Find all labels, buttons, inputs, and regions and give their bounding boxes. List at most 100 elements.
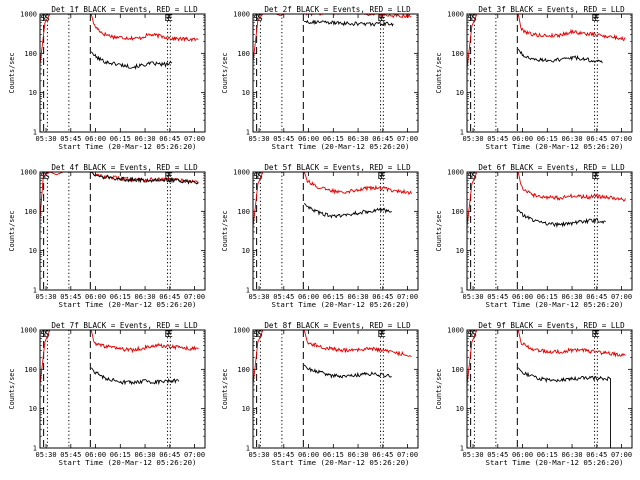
x-tick-label: 05:30 bbox=[463, 451, 484, 459]
x-tick-label: 06:00 bbox=[298, 293, 319, 301]
x-tick-label: 05:45 bbox=[273, 451, 294, 459]
marker-label: E bbox=[165, 330, 170, 340]
marker-label: E bbox=[594, 330, 599, 340]
x-tick-label: 06:15 bbox=[323, 135, 344, 143]
marker-label: E bbox=[167, 330, 172, 340]
x-tick-label: 06:30 bbox=[562, 135, 583, 143]
marker-label: S bbox=[471, 14, 476, 24]
x-tick-label: 05:30 bbox=[36, 135, 57, 143]
x-tick-label: 06:45 bbox=[372, 451, 393, 459]
chart-panel: Det 4f BLACK = Events, RED = LLD 1 10 100 10… bbox=[8, 163, 206, 309]
lld-series-line bbox=[253, 172, 412, 228]
marker-label: S bbox=[44, 330, 49, 340]
marker-label: S bbox=[257, 330, 262, 340]
chart-panel: Det 5f BLACK = Events, RED = LLD 1 10 100 10… bbox=[221, 163, 419, 309]
x-tick-label: 06:45 bbox=[372, 135, 393, 143]
marker-label: S bbox=[41, 330, 46, 340]
y-tick-label: 100 bbox=[451, 366, 464, 374]
events-series-line bbox=[303, 364, 392, 379]
events-series-line bbox=[304, 19, 394, 27]
marker-label: S bbox=[254, 330, 259, 340]
x-tick-label: 06:45 bbox=[159, 451, 180, 459]
panel-title: Det 4f BLACK = Events, RED = LLD bbox=[51, 163, 198, 172]
x-tick-label: 05:30 bbox=[249, 135, 270, 143]
events-series-line bbox=[90, 367, 180, 386]
marker-label: S bbox=[471, 172, 476, 182]
x-tick-label: 06:45 bbox=[586, 451, 607, 459]
y-axis-label: Counts/sec bbox=[221, 369, 229, 410]
y-axis-label: Counts/sec bbox=[435, 53, 443, 94]
x-tick-label: 06:15 bbox=[537, 451, 558, 459]
y-tick-label: 10 bbox=[456, 247, 464, 255]
marker-label: S bbox=[44, 172, 49, 182]
y-tick-label: 10 bbox=[29, 89, 37, 97]
marker-label: S bbox=[257, 172, 262, 182]
x-tick-label: 06:00 bbox=[512, 451, 533, 459]
x-tick-label: 07:00 bbox=[184, 135, 205, 143]
x-axis-label: Start Time (20-Mar-12 05:26:20) bbox=[272, 300, 410, 309]
chart-panel: Det 2f BLACK = Events, RED = LLD 1 10 100 10… bbox=[221, 5, 419, 151]
lld-series-line bbox=[253, 14, 412, 63]
events-series-line bbox=[90, 172, 199, 185]
x-axis-label: Start Time (20-Mar-12 05:26:20) bbox=[486, 300, 624, 309]
y-axis-label: Counts/sec bbox=[435, 211, 443, 252]
x-tick-label: 05:30 bbox=[463, 293, 484, 301]
x-tick-label: 07:00 bbox=[397, 451, 418, 459]
y-tick-label: 1 bbox=[246, 445, 250, 453]
x-tick-label: 05:30 bbox=[249, 451, 270, 459]
y-tick-label: 100 bbox=[24, 50, 37, 58]
marker-label: E bbox=[592, 330, 597, 340]
x-tick-label: 05:45 bbox=[487, 293, 508, 301]
y-tick-label: 100 bbox=[451, 208, 464, 216]
x-axis-label: Start Time (20-Mar-12 05:26:20) bbox=[272, 142, 410, 151]
y-tick-label: 10 bbox=[29, 405, 37, 413]
y-tick-label: 100 bbox=[237, 366, 250, 374]
x-tick-label: 06:15 bbox=[537, 135, 558, 143]
x-tick-label: 06:15 bbox=[110, 451, 131, 459]
y-tick-label: 1 bbox=[460, 287, 464, 295]
marker-label: S bbox=[468, 172, 473, 182]
y-tick-label: 1 bbox=[33, 129, 37, 137]
lld-series-line bbox=[40, 14, 199, 66]
x-tick-label: 06:45 bbox=[159, 293, 180, 301]
lld-series-line bbox=[253, 330, 412, 386]
x-tick-label: 05:45 bbox=[273, 293, 294, 301]
x-tick-label: 05:45 bbox=[60, 293, 81, 301]
events-series-line bbox=[90, 51, 173, 71]
events-series-line bbox=[303, 202, 392, 219]
marker-label: E bbox=[378, 172, 383, 182]
marker-label: S bbox=[254, 14, 259, 24]
x-tick-label: 06:15 bbox=[110, 293, 131, 301]
y-axis-label: Counts/sec bbox=[8, 211, 16, 252]
y-tick-label: 1 bbox=[460, 445, 464, 453]
x-tick-label: 05:45 bbox=[487, 451, 508, 459]
x-tick-label: 06:45 bbox=[372, 293, 393, 301]
marker-label: S bbox=[41, 14, 46, 24]
marker-label: E bbox=[165, 14, 170, 24]
x-tick-label: 07:00 bbox=[184, 451, 205, 459]
plot-frame bbox=[39, 329, 206, 449]
chart-panel: Det 1f BLACK = Events, RED = LLD 1 10 100 10… bbox=[8, 5, 206, 151]
y-axis-label: Counts/sec bbox=[221, 53, 229, 94]
marker-label: E bbox=[380, 14, 385, 24]
y-tick-label: 1000 bbox=[447, 327, 464, 335]
panel-title: Det 9f BLACK = Events, RED = LLD bbox=[478, 321, 625, 330]
x-axis-label: Start Time (20-Mar-12 05:26:20) bbox=[486, 142, 624, 151]
x-tick-label: 06:15 bbox=[323, 293, 344, 301]
chart-panel: Det 9f BLACK = Events, RED = LLD 1 10 100 10… bbox=[435, 321, 633, 467]
lld-series-line bbox=[40, 330, 199, 386]
y-tick-label: 1 bbox=[246, 129, 250, 137]
y-tick-label: 1000 bbox=[20, 169, 37, 177]
marker-label: E bbox=[167, 172, 172, 182]
y-tick-label: 10 bbox=[456, 89, 464, 97]
lld-series-line bbox=[467, 14, 626, 70]
events-series-line bbox=[517, 209, 606, 229]
x-tick-label: 06:45 bbox=[586, 135, 607, 143]
marker-label: S bbox=[254, 172, 259, 182]
y-tick-label: 100 bbox=[24, 208, 37, 216]
plot-frame bbox=[466, 171, 633, 291]
marker-label: E bbox=[380, 330, 385, 340]
plot-frame bbox=[39, 13, 206, 133]
marker-label: E bbox=[594, 14, 599, 24]
marker-label: S bbox=[257, 14, 262, 24]
